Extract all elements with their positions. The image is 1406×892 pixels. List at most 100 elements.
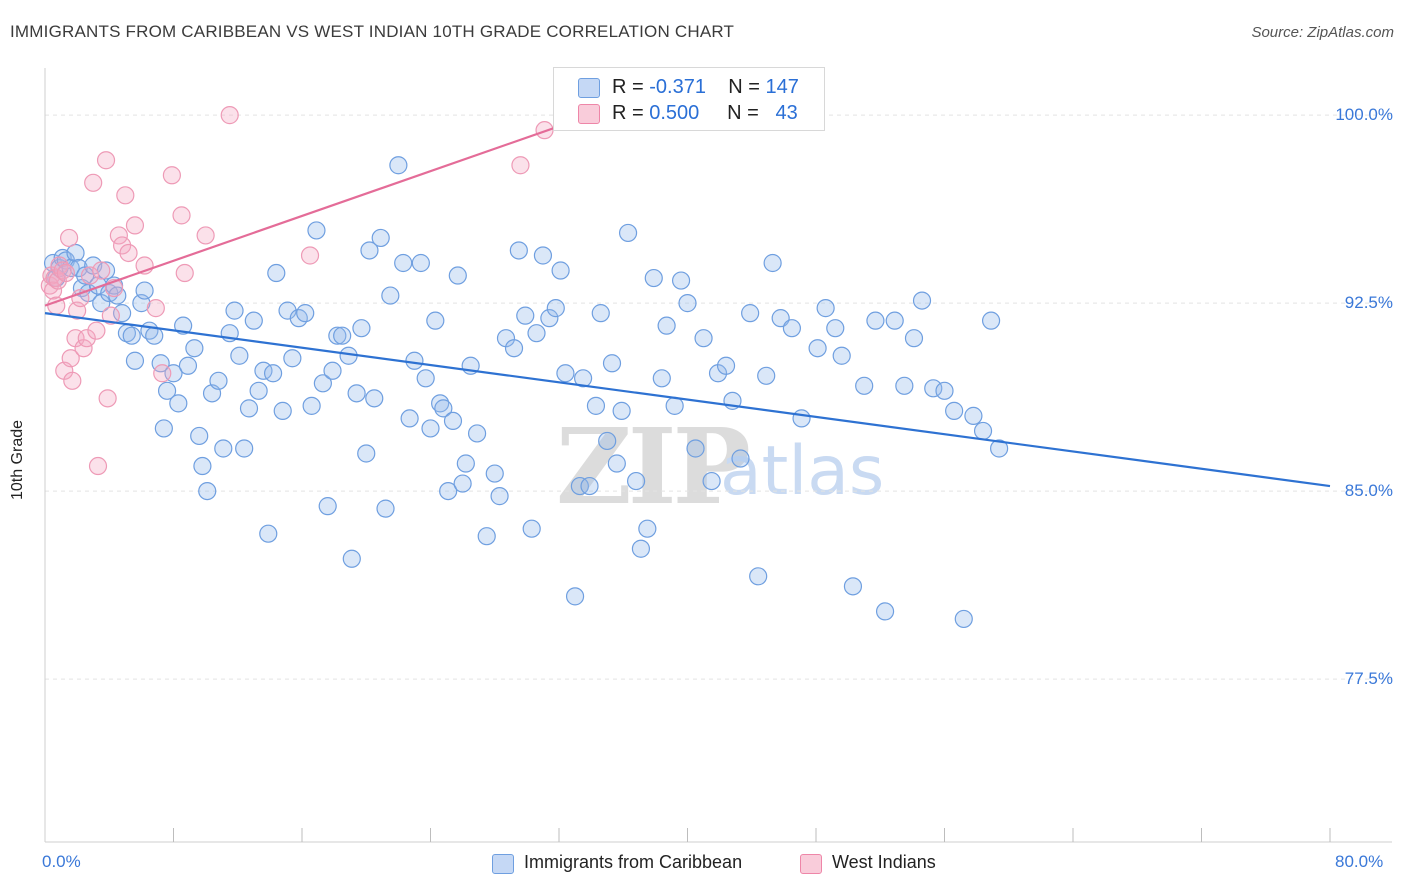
caribbean-point [895, 376, 914, 395]
watermark-atlas: atlas [720, 432, 885, 511]
caribbean-point [307, 221, 326, 240]
caribbean-point [551, 261, 570, 280]
caribbean-point [239, 399, 259, 418]
watermark-zip: ZIP [556, 405, 751, 528]
caribbean-point [485, 464, 504, 483]
caribbean-point [527, 324, 546, 343]
caribbean-point [912, 291, 932, 310]
caribbean-point [400, 409, 419, 428]
caribbean-point [533, 246, 553, 265]
caribbean-point [671, 271, 691, 290]
west-indians-point [56, 263, 75, 283]
caribbean-point [904, 329, 924, 348]
caribbean-point [964, 406, 983, 425]
caribbean-point [421, 419, 440, 438]
caribbean-point [157, 381, 177, 400]
caribbean-point [757, 366, 776, 385]
y-tick-label: 77.5% [1344, 669, 1393, 689]
caribbean-point [546, 299, 565, 318]
caribbean-point [477, 527, 496, 546]
caribbean-point [244, 311, 263, 330]
caribbean-point [954, 609, 973, 629]
west-indians-point [80, 266, 100, 285]
caribbean-point [875, 602, 895, 621]
caribbean-point [866, 311, 885, 330]
west-indians-point [98, 389, 117, 408]
caribbean-point [749, 567, 768, 586]
caribbean-point [678, 294, 697, 313]
caribbean-point [448, 266, 467, 285]
caribbean-point [318, 497, 337, 516]
west-indians-point [153, 364, 172, 383]
caribbean-point [225, 301, 244, 320]
caribbean-point [416, 369, 435, 388]
west-indians-point [63, 371, 82, 390]
caribbean-point [731, 449, 750, 468]
trend-lines [44, 114, 1331, 488]
caribbean-point [230, 346, 249, 365]
west-indians-point [50, 256, 69, 275]
caribbean-point [193, 456, 212, 476]
caribbean-point [347, 384, 366, 403]
source-label: Source: ZipAtlas.com [1251, 24, 1394, 41]
legend-r-label: R = [612, 102, 644, 124]
west-indians-point [88, 456, 108, 476]
caribbean-point [843, 577, 863, 596]
caribbean-point [112, 304, 132, 323]
caribbean-point [586, 396, 606, 415]
caribbean-point [612, 401, 631, 420]
data-points [40, 106, 1009, 629]
caribbean-point [296, 304, 315, 323]
caribbean-point [426, 311, 445, 330]
y-axis-label: 10th Grade [9, 419, 26, 501]
west-indians-trend-line [44, 114, 592, 307]
caribbean-point [591, 304, 610, 323]
caribbean-point [885, 311, 904, 330]
caribbean-point [439, 481, 458, 501]
caribbean-point [235, 439, 254, 458]
caribbean-point [283, 349, 302, 368]
west-indians-point [175, 263, 194, 283]
caribbean-point [602, 354, 622, 373]
caribbean-point [389, 156, 408, 175]
caribbean-point [702, 471, 721, 491]
caribbean-point [169, 394, 188, 413]
caribbean-point [214, 439, 233, 458]
x-tick-label-min: 0.0% [42, 852, 81, 871]
caribbean-point [945, 401, 964, 420]
caribbean-point [580, 476, 599, 496]
caribbean-point [618, 223, 638, 243]
caribbean-point [631, 539, 651, 558]
x-tick-label-max: 80.0% [1335, 852, 1384, 871]
caribbean-point [376, 499, 395, 518]
caribbean-point [832, 346, 851, 365]
caribbean-point [273, 401, 292, 420]
west-indians-point [119, 243, 138, 263]
west-indians-point [300, 246, 320, 265]
caribbean-point [792, 409, 811, 428]
caribbean-point [453, 474, 472, 493]
caribbean-point [816, 299, 835, 318]
caribbean-point [638, 519, 657, 538]
caribbean-point [267, 263, 286, 283]
caribbean-point [174, 316, 193, 335]
grid-lines [45, 114, 1392, 680]
caribbean-point [249, 381, 268, 400]
caribbean-point [405, 351, 424, 370]
legend-r-value-west-indians: 0.500 [649, 102, 700, 124]
caribbean-point [598, 431, 617, 451]
caribbean-point [434, 399, 453, 418]
caribbean-trend-line [44, 312, 1331, 488]
caribbean-point [125, 351, 145, 370]
caribbean-point [411, 253, 430, 273]
west-indians-point [146, 299, 165, 318]
west-indians-point [112, 236, 132, 255]
west-indians-point [53, 261, 72, 280]
west-indians-point [77, 329, 96, 348]
caribbean-point [185, 339, 204, 358]
caribbean-point [855, 376, 874, 395]
west-indians-point [74, 339, 93, 358]
caribbean-point [467, 424, 487, 443]
west-indians-point [220, 106, 239, 125]
